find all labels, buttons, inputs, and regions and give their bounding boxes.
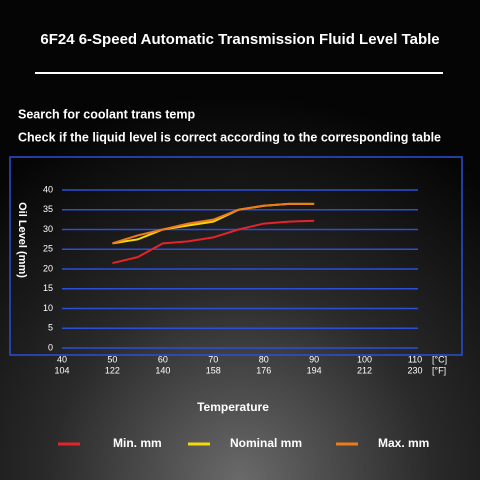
y-tick-label: 5: [48, 323, 53, 333]
x2-tick-label: 212: [357, 365, 372, 375]
y-tick-label: 30: [43, 224, 53, 234]
x2-tick-label: 104: [54, 365, 69, 375]
x-tick-label: 50: [107, 354, 117, 364]
series-line: [112, 202, 315, 245]
x-tick-label: 90: [309, 354, 319, 364]
x2-unit: [°F]: [432, 365, 446, 375]
x-unit: [°C]: [432, 354, 447, 364]
x-tick-label: 100: [357, 354, 372, 364]
y-tick-label: 15: [43, 283, 53, 293]
legend-label: Nominal mm: [230, 436, 302, 450]
subtitle: Search for coolant trans temp: [18, 107, 195, 121]
y-tick-label: 40: [43, 184, 53, 194]
x2-tick-label: 122: [105, 365, 120, 375]
y-tick-label: 35: [43, 204, 53, 214]
x-tick-label: 70: [208, 354, 218, 364]
series-line: [112, 219, 315, 265]
x-tick-label: 80: [259, 354, 269, 364]
title: 6F24 6-Speed Automatic Transmission Flui…: [40, 31, 439, 48]
y-tick-label: 0: [48, 342, 53, 352]
x-tick-label: 60: [158, 354, 168, 364]
x-axis-label: Temperature: [197, 400, 269, 414]
instruction: Check if the liquid level is correct acc…: [18, 130, 441, 144]
x2-tick-label: 140: [155, 365, 170, 375]
x2-tick-label: 158: [206, 365, 221, 375]
y-tick-label: 10: [43, 303, 53, 313]
y-tick-label: 25: [43, 244, 53, 254]
x2-tick-label: 194: [307, 365, 322, 375]
chart-frame: [9, 156, 463, 356]
legend-label: Min. mm: [113, 436, 162, 450]
y-tick-label: 20: [43, 263, 53, 273]
y-axis-label: Oil Level (mm): [16, 202, 28, 278]
x-tick-label: 40: [57, 354, 67, 364]
x2-tick-label: 176: [256, 365, 271, 375]
legend-label: Max. mm: [378, 436, 429, 450]
x-tick-label: 110: [408, 354, 422, 364]
x2-tick-label: 230: [407, 365, 422, 375]
